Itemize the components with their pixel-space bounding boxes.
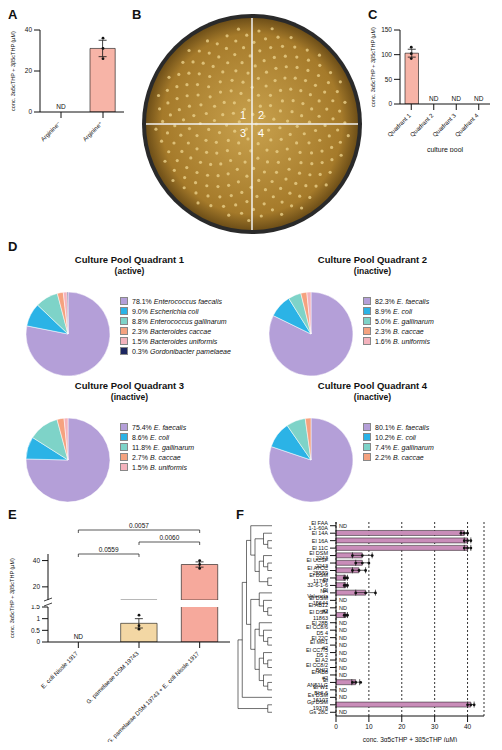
svg-text:G. pamelaeae DSM 19743: G. pamelaeae DSM 19743 xyxy=(85,650,140,705)
svg-text:ND: ND xyxy=(339,620,347,626)
svg-text:0.0060: 0.0060 xyxy=(159,534,179,541)
svg-text:20: 20 xyxy=(25,67,33,74)
svg-text:Arginine⁻: Arginine⁻ xyxy=(40,120,62,142)
svg-text:ND: ND xyxy=(339,687,347,693)
svg-text:0: 0 xyxy=(36,638,40,645)
svg-text:0.5: 0.5 xyxy=(31,627,40,634)
svg-text:40: 40 xyxy=(464,723,472,730)
svg-text:40: 40 xyxy=(33,557,41,564)
svg-text:ND: ND xyxy=(339,597,347,603)
svg-text:ND: ND xyxy=(339,672,347,678)
svg-text:150: 150 xyxy=(381,26,392,33)
svg-text:conc. 3α5cTHP + 3β5cTHP (µM): conc. 3α5cTHP + 3β5cTHP (µM) xyxy=(9,558,15,638)
svg-text:1.5: 1.5 xyxy=(31,605,40,610)
svg-text:2: 2 xyxy=(258,109,264,121)
svg-text:ND: ND xyxy=(56,103,66,110)
svg-text:E. coli Nissle 1917: E. coli Nissle 1917 xyxy=(40,650,80,690)
svg-text:ND: ND xyxy=(339,627,347,633)
svg-text:0.0559: 0.0559 xyxy=(99,546,119,553)
svg-text:50: 50 xyxy=(385,76,393,83)
svg-text:ND: ND xyxy=(339,650,347,656)
svg-text:ND: ND xyxy=(74,633,84,640)
svg-text:El 14A: El 14A xyxy=(312,530,329,536)
svg-text:El 16A: El 16A xyxy=(312,538,329,544)
svg-text:ND: ND xyxy=(339,523,347,529)
svg-text:ND: ND xyxy=(339,694,347,700)
svg-text:0: 0 xyxy=(388,100,392,107)
svg-text:Quadrant 4: Quadrant 4 xyxy=(454,112,480,138)
svg-text:20: 20 xyxy=(398,723,406,730)
svg-text:conc. 3α5cTHP + 3β5cTHP (µM): conc. 3α5cTHP + 3β5cTHP (µM) xyxy=(10,31,16,111)
svg-text:4: 4 xyxy=(258,127,264,139)
svg-text:ND: ND xyxy=(339,642,347,648)
svg-text:culture pool: culture pool xyxy=(427,146,464,152)
svg-text:ND: ND xyxy=(474,95,484,102)
svg-text:Gs 28C: Gs 28C xyxy=(309,709,328,715)
svg-text:ND: ND xyxy=(339,709,347,715)
svg-text:conc. 3α5cTHP + 3β5cTHP (µM): conc. 3α5cTHP + 3β5cTHP (µM) xyxy=(370,27,376,107)
svg-text:ND: ND xyxy=(339,635,347,641)
svg-text:3: 3 xyxy=(240,127,246,139)
svg-text:1: 1 xyxy=(36,615,40,622)
svg-text:ND: ND xyxy=(339,605,347,611)
svg-text:El32-6-1-6NA: El32-6-1-6NA xyxy=(307,577,328,594)
svg-text:30: 30 xyxy=(431,723,439,730)
svg-text:20: 20 xyxy=(33,583,41,590)
svg-text:ND: ND xyxy=(339,657,347,663)
svg-text:conc. 3α5cTHP + 3β5cTHP (µM): conc. 3α5cTHP + 3β5cTHP (µM) xyxy=(363,736,457,742)
svg-text:Arginine⁺: Arginine⁺ xyxy=(82,120,104,142)
svg-text:100: 100 xyxy=(381,51,392,58)
svg-text:1: 1 xyxy=(240,109,246,121)
svg-text:ND: ND xyxy=(339,665,347,671)
svg-text:G. pamelaeae DSM 19743 + E. co: G. pamelaeae DSM 19743 + E. coli Nissle … xyxy=(106,650,201,742)
svg-text:40: 40 xyxy=(25,26,33,33)
svg-text:ND: ND xyxy=(452,95,462,102)
svg-text:0.0057: 0.0057 xyxy=(129,522,149,529)
svg-text:0: 0 xyxy=(28,108,32,115)
svg-text:10: 10 xyxy=(365,723,373,730)
svg-text:0: 0 xyxy=(334,723,338,730)
svg-text:ND: ND xyxy=(429,95,439,102)
